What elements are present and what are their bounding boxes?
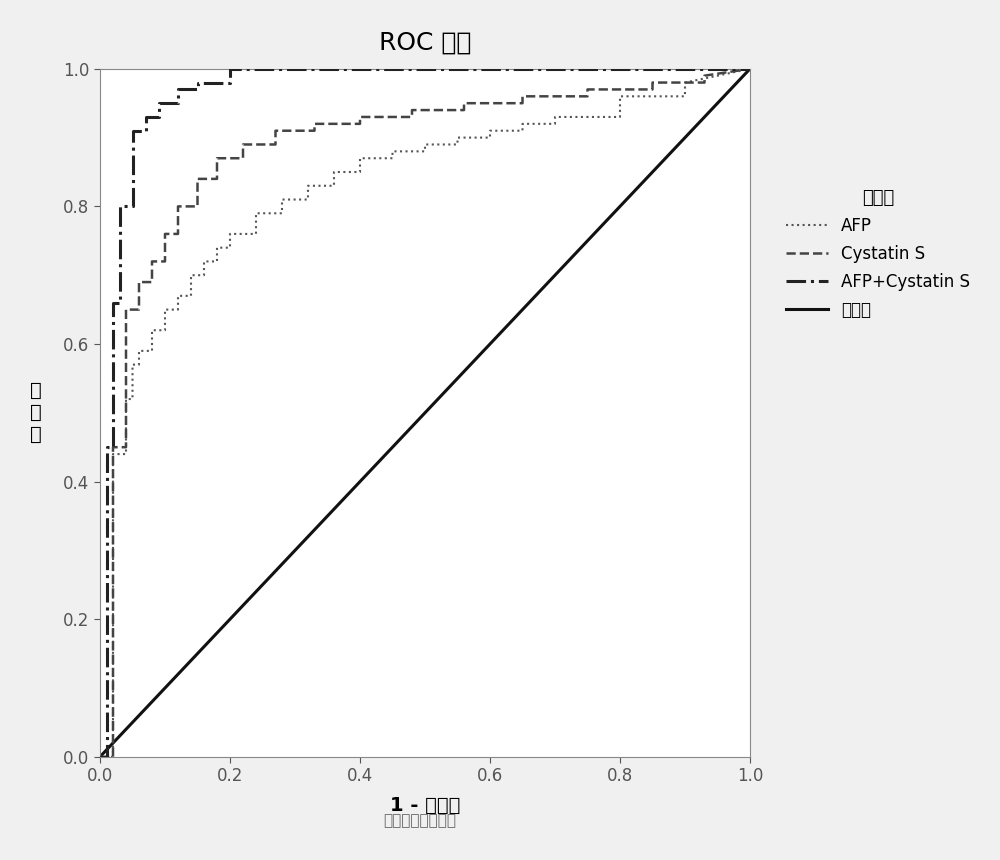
Title: ROC 曲线: ROC 曲线 xyxy=(379,30,471,54)
Text: 结生成的对角段。: 结生成的对角段。 xyxy=(384,814,456,828)
Legend: AFP, Cystatin S, AFP+Cystatin S, 参考线: AFP, Cystatin S, AFP+Cystatin S, 参考线 xyxy=(778,181,979,327)
Y-axis label: 敏
感
度: 敏 感 度 xyxy=(30,381,41,445)
X-axis label: 1 - 特异性: 1 - 特异性 xyxy=(390,796,460,815)
